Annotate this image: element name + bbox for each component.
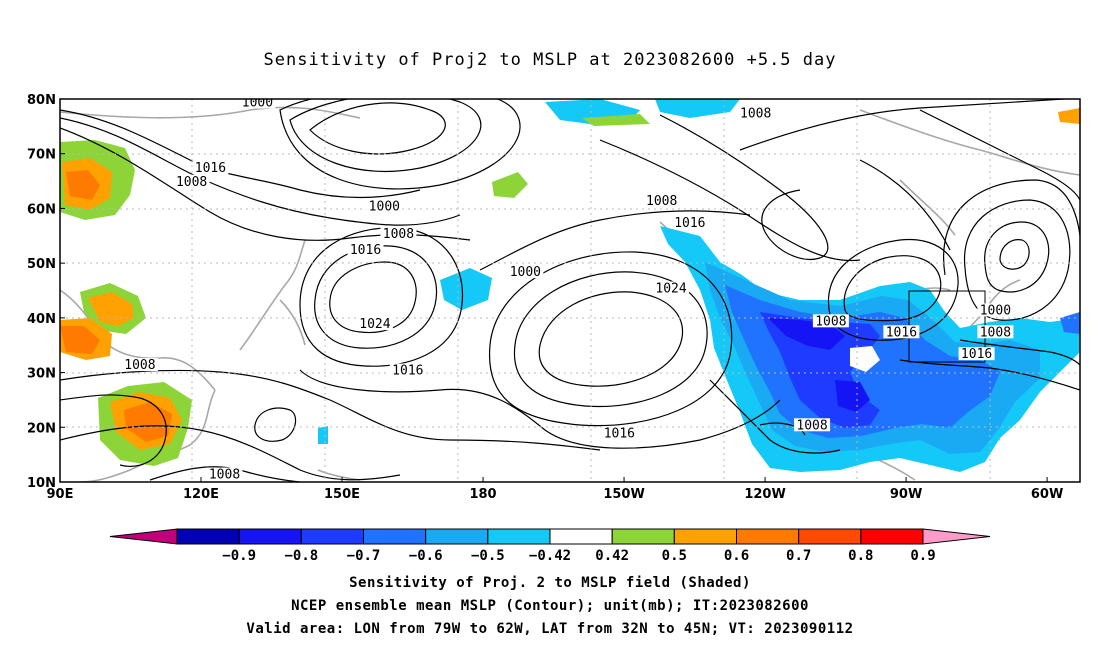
contour-label-bg bbox=[356, 317, 393, 331]
contour-label-bg bbox=[958, 347, 995, 361]
contour-label-bg bbox=[239, 99, 276, 109]
contour-label: 1000 bbox=[980, 303, 1011, 318]
contour-label-bg bbox=[812, 314, 849, 328]
footer-line-1: Sensitivity of Proj. 2 to MSLP field (Sh… bbox=[349, 575, 751, 591]
colorbar-label: 0.6 bbox=[724, 548, 749, 564]
contour-label: 1000 bbox=[369, 199, 400, 214]
colorbar-label: −0.5 bbox=[471, 548, 505, 564]
lon-tick-label: 120W bbox=[744, 487, 785, 502]
colorbar-swatch bbox=[736, 528, 800, 545]
colorbar-swatch bbox=[860, 528, 924, 545]
colorbar-label: 0.42 bbox=[595, 548, 629, 564]
colorbar-label: −0.8 bbox=[284, 548, 318, 564]
contour-label-bg bbox=[643, 193, 680, 207]
colorbar-swatch bbox=[487, 528, 551, 545]
contour-label-bg bbox=[883, 325, 920, 339]
colorbar-swatch bbox=[611, 528, 675, 545]
graticule bbox=[60, 99, 1080, 482]
contour-label: 1016 bbox=[886, 325, 917, 340]
lat-tick-label: 60N bbox=[27, 202, 56, 217]
contour-label: 1008 bbox=[383, 227, 414, 242]
colorbar-label: −0.7 bbox=[347, 548, 381, 564]
colorbar-label: −0.9 bbox=[222, 548, 256, 564]
contour-label: 1024 bbox=[655, 282, 686, 297]
contour-label-bg bbox=[977, 325, 1014, 339]
sensitivity-shading bbox=[60, 99, 1080, 472]
contour-label: 1000 bbox=[510, 265, 541, 280]
lat-tick-label: 30N bbox=[27, 367, 56, 382]
lat-tick-label: 70N bbox=[27, 148, 56, 163]
colorbar-label: 0.8 bbox=[848, 548, 873, 564]
contour-label-bg bbox=[977, 303, 1014, 317]
contour-label-bg bbox=[671, 215, 708, 229]
colorbar: −0.9 −0.8 −0.7 −0.6 −0.5 −0.42 0.42 0.5 0.6 0.7 0.… bbox=[109, 528, 991, 564]
colorbar-label: −0.6 bbox=[409, 548, 443, 564]
colorbar-swatch bbox=[363, 528, 427, 545]
lon-tick-label: 180 bbox=[469, 487, 496, 502]
contour-label-bg bbox=[121, 358, 158, 372]
contour-label: 1008 bbox=[796, 418, 827, 433]
colorbar-swatch bbox=[798, 528, 862, 545]
mslp-contours bbox=[60, 99, 1080, 482]
lon-tick-label: 90E bbox=[47, 487, 74, 502]
contour-label: 1008 bbox=[980, 325, 1011, 340]
colorbar-swatch bbox=[549, 528, 613, 545]
contour-label: 1016 bbox=[604, 426, 635, 441]
colorbar-swatch bbox=[673, 528, 737, 545]
lon-tick-label: 120E bbox=[183, 487, 219, 502]
contour-label-bg bbox=[380, 226, 417, 240]
contour-labels: 1000100810161008100010081016100810161000… bbox=[121, 95, 1014, 483]
contour-label-bg bbox=[601, 426, 638, 440]
contour-label: 1008 bbox=[815, 314, 846, 329]
contour-label-bg bbox=[347, 243, 384, 257]
lat-tick-label: 20N bbox=[27, 421, 56, 436]
contour-label-bg bbox=[366, 199, 403, 213]
colorbar-label: −0.42 bbox=[529, 548, 571, 564]
colorbar-label: 0.5 bbox=[662, 548, 687, 564]
contour-label: 1016 bbox=[350, 243, 381, 258]
footer-line-3: Valid area: LON from 79W to 62W, LAT fro… bbox=[246, 621, 854, 637]
colorbar-label: 0.7 bbox=[786, 548, 811, 564]
colorbar-swatch bbox=[238, 528, 302, 545]
contour-label-bg bbox=[737, 106, 774, 120]
contour-label: 1008 bbox=[209, 468, 240, 483]
lat-tick-label: 80N bbox=[27, 93, 56, 108]
contour-label: 1008 bbox=[740, 106, 771, 121]
lon-tick-label: 150W bbox=[603, 487, 644, 502]
contour-label: 1008 bbox=[176, 175, 207, 190]
map-title: Sensitivity of Proj2 to MSLP at 20230826… bbox=[263, 50, 837, 70]
contour-label: 1024 bbox=[359, 317, 390, 332]
lon-tick-label: 60W bbox=[1031, 487, 1063, 502]
contour-label-bg bbox=[653, 281, 690, 295]
contour-label: 1000 bbox=[242, 95, 273, 110]
contour-label-bg bbox=[794, 418, 831, 432]
contour-label-bg bbox=[206, 467, 243, 481]
contour-label: 1016 bbox=[961, 347, 992, 362]
lon-tick-label: 150E bbox=[324, 487, 360, 502]
contour-label: 1008 bbox=[124, 358, 155, 373]
contour-label-bg bbox=[507, 265, 544, 279]
lat-tick-label: 50N bbox=[27, 257, 56, 272]
footer-line-2: NCEP ensemble mean MSLP (Contour); unit(… bbox=[291, 598, 809, 614]
map-frame bbox=[59, 98, 1081, 483]
latitude-axis: 80N 70N 60N 50N 40N 30N 20N 10N bbox=[27, 93, 65, 491]
longitude-axis: 90E 120E 150E 180 150W 120W 90W 60W bbox=[47, 477, 1063, 502]
lat-tick-label: 10N bbox=[27, 476, 56, 491]
contour-label-bg bbox=[173, 174, 210, 188]
contour-label-bg bbox=[389, 363, 426, 377]
contour-label: 1016 bbox=[674, 216, 705, 231]
contour-label: 1008 bbox=[646, 194, 677, 209]
colorbar-high-arrow bbox=[922, 528, 991, 545]
colorbar-label: 0.9 bbox=[910, 548, 935, 564]
lat-tick-label: 40N bbox=[27, 312, 56, 327]
colorbar-swatch bbox=[176, 528, 240, 545]
lon-tick-label: 90W bbox=[890, 487, 922, 502]
colorbar-low-arrow bbox=[109, 528, 178, 545]
contour-label: 1016 bbox=[195, 161, 226, 176]
colorbar-swatch bbox=[300, 528, 365, 545]
colorbar-swatch bbox=[425, 528, 489, 545]
contour-label-bg bbox=[192, 161, 229, 175]
contour-label: 1016 bbox=[392, 364, 423, 379]
